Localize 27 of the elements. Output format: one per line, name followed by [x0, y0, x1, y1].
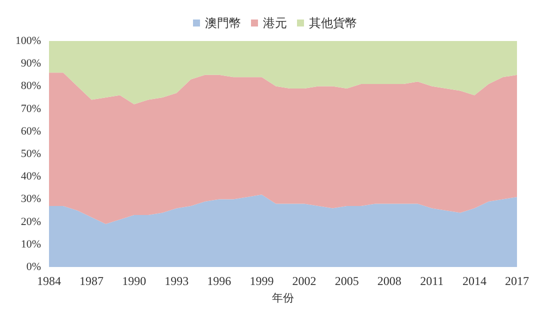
x-tick-label: 1984	[37, 274, 61, 288]
y-tick-label: 0%	[26, 261, 41, 273]
x-tick-label: 2017	[505, 274, 529, 288]
y-tick-label: 100%	[15, 35, 41, 47]
y-tick-label: 40%	[20, 170, 41, 183]
y-tick-label: 20%	[20, 216, 41, 228]
x-tick-label: 2005	[334, 274, 359, 288]
y-tick-label: 50%	[20, 148, 41, 160]
y-tick-label: 80%	[20, 80, 41, 92]
legend-label: 澳門幣	[205, 16, 241, 30]
x-tick-label: 2014	[462, 274, 486, 288]
y-tick-label: 10%	[20, 238, 41, 250]
legend-label: 其他貨幣	[309, 16, 357, 30]
y-tick-label: 30%	[20, 193, 41, 206]
y-tick-label: 70%	[20, 102, 41, 115]
x-tick-label: 2011	[420, 274, 444, 288]
x-tick-label: 1993	[164, 274, 189, 288]
legend-label: 港元	[263, 16, 287, 30]
y-tick-label: 60%	[20, 125, 41, 138]
y-tick-label: 90%	[20, 58, 41, 70]
x-tick-label: 1999	[250, 274, 274, 288]
x-tick-label: 1987	[80, 274, 104, 288]
x-tick-label: 2002	[292, 274, 316, 288]
x-tick-label: 2008	[377, 274, 402, 288]
x-tick-label: 1996	[207, 274, 232, 288]
x-axis-title: 年份	[272, 292, 294, 304]
x-tick-label: 1990	[122, 274, 146, 288]
